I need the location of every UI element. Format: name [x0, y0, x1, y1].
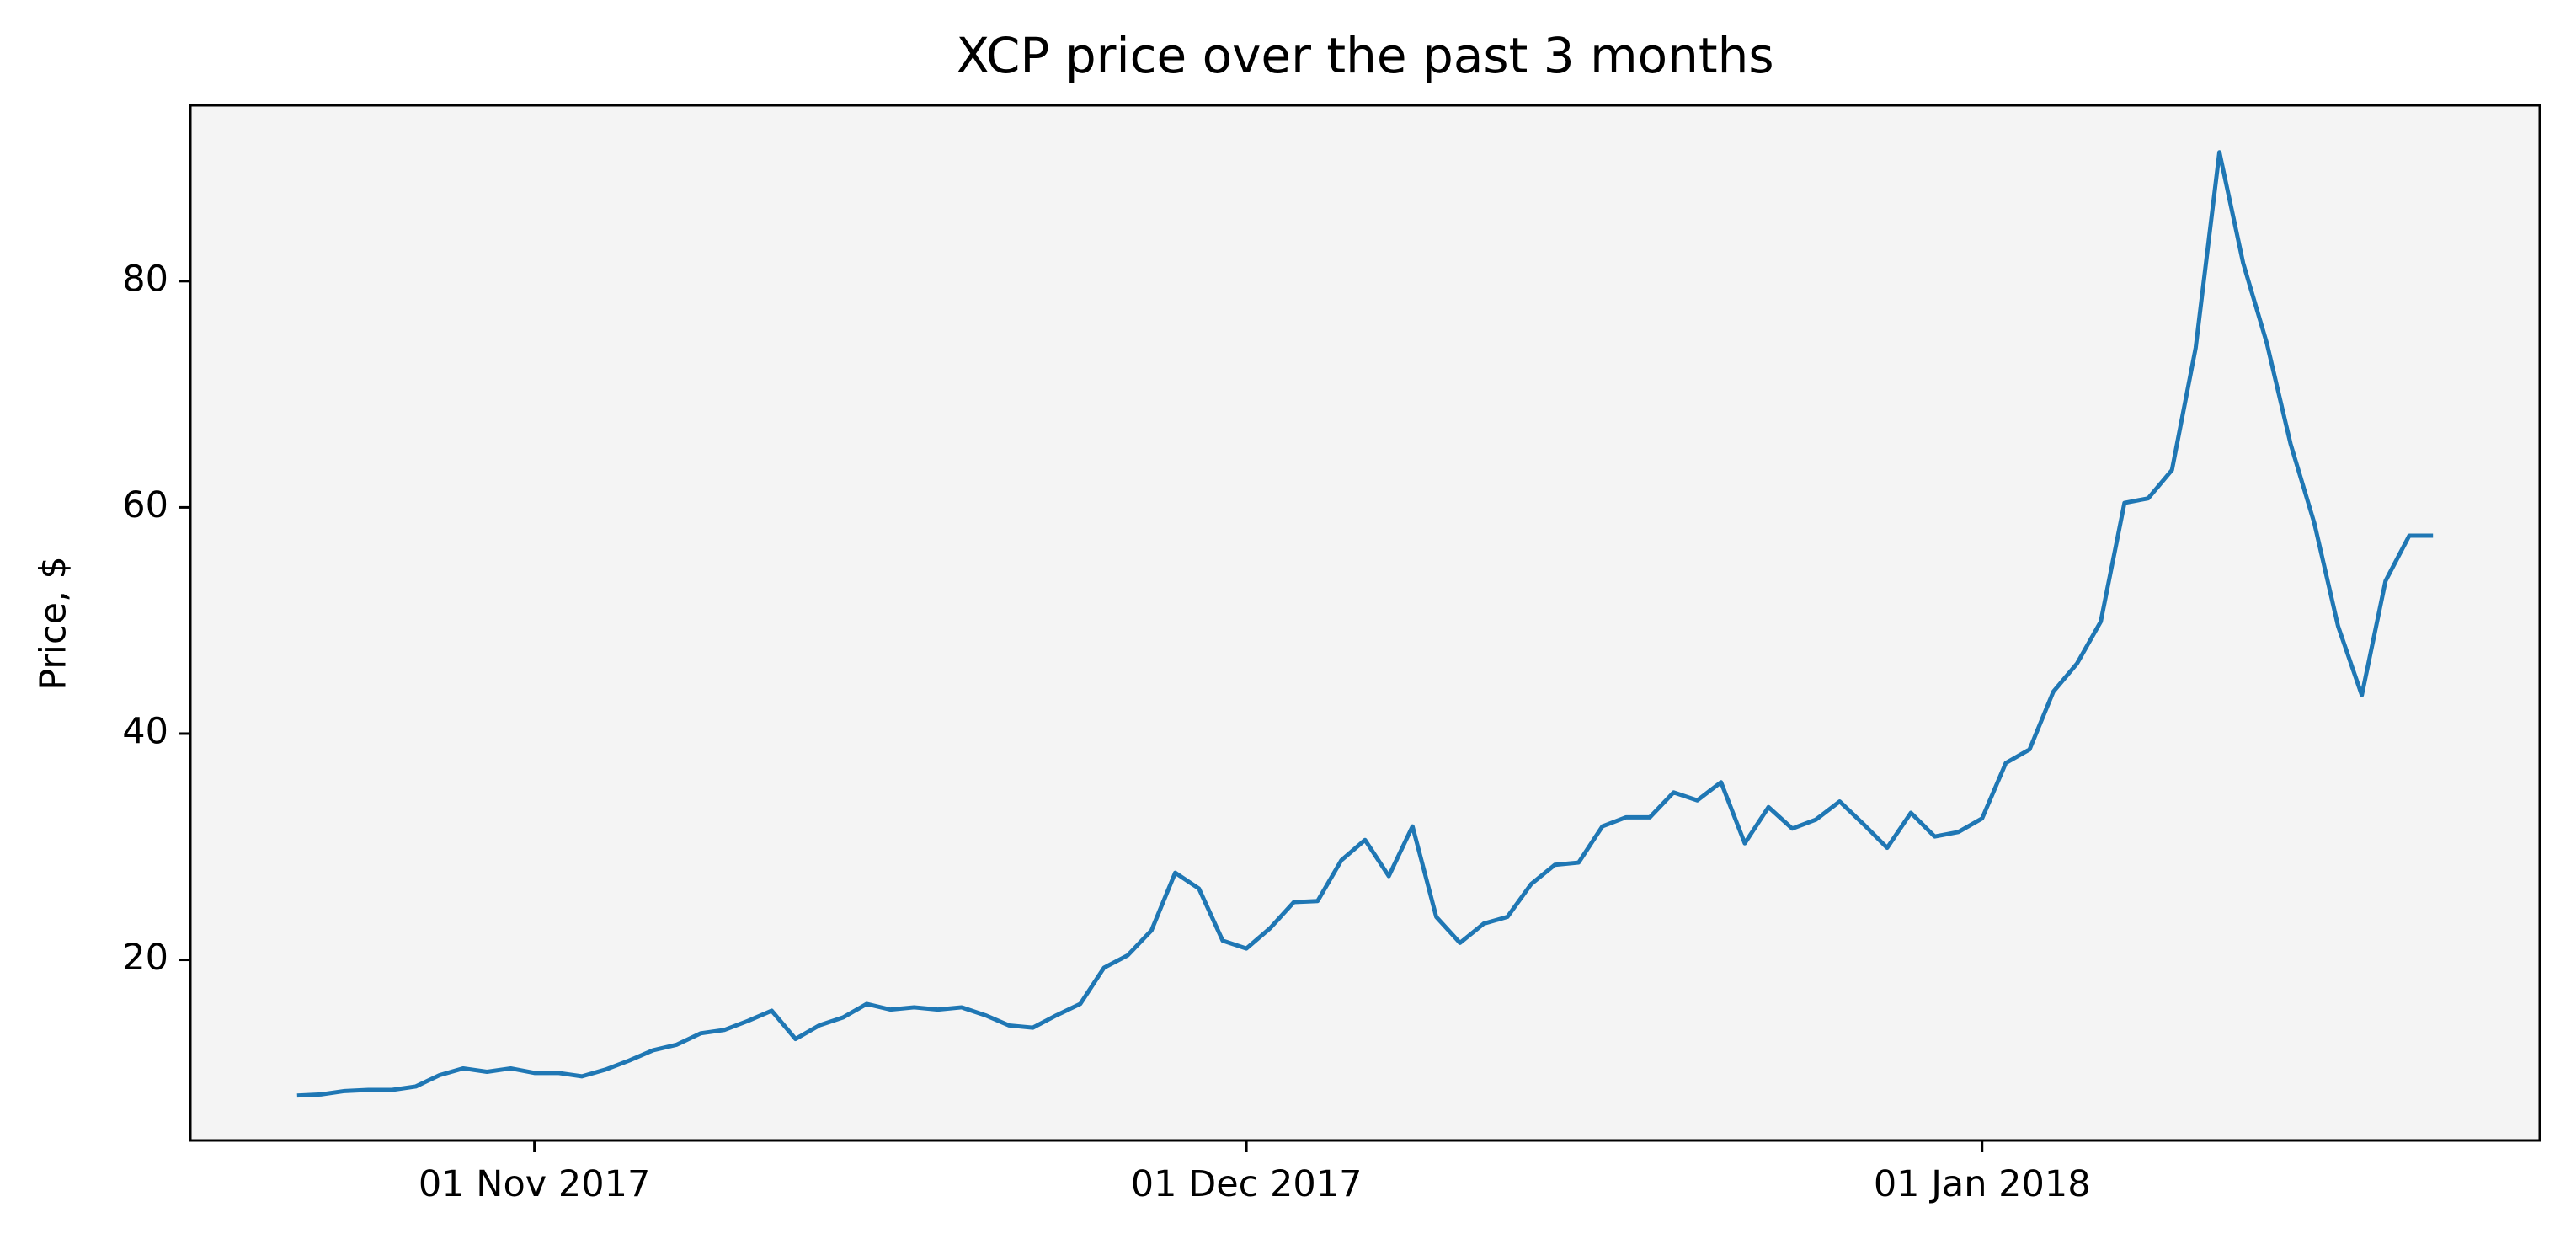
price-line — [296, 150, 2434, 1098]
y-tick-label: 60 — [122, 484, 168, 526]
y-tick-label: 20 — [122, 937, 168, 979]
x-tick-label: 01 Jan 2018 — [1874, 1163, 2091, 1205]
axes-frame — [189, 104, 2541, 1142]
x-tick-label: 01 Dec 2017 — [1131, 1163, 1363, 1205]
y-tick-label: 80 — [122, 258, 168, 300]
chart-title: XCP price over the past 3 months — [956, 27, 1773, 84]
y-tick-label: 40 — [122, 710, 168, 752]
x-tick-label: 01 Nov 2017 — [419, 1163, 650, 1205]
plot-area — [190, 105, 2540, 1140]
y-axis-label: Price, $ — [33, 556, 75, 691]
